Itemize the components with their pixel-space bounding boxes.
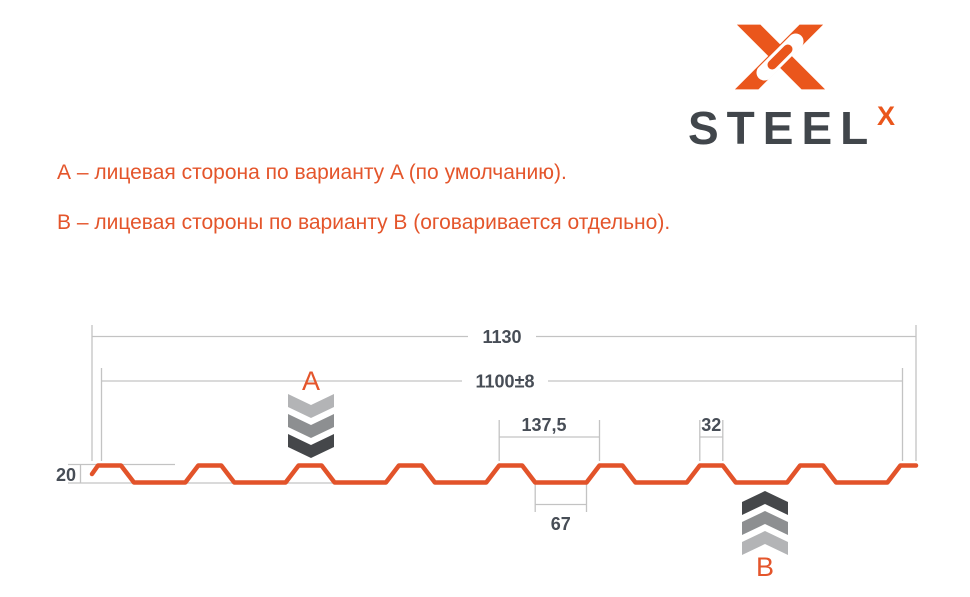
side-a-label: A: [302, 366, 320, 396]
dim-pitch-value: 137,5: [521, 415, 566, 435]
side-a-marker: A: [288, 366, 334, 458]
sheet-profile-outline: [89, 463, 919, 485]
dimension-valley: 67: [534, 484, 588, 534]
dimension-pitch: 137,5: [498, 415, 601, 461]
side-b-marker: B: [742, 491, 788, 582]
side-b-label: B: [756, 552, 774, 582]
dimension-overall-width: 1130: [91, 325, 917, 461]
dimension-cover-width: 1100±8: [100, 368, 904, 461]
chevrons-up-icon: [742, 491, 788, 555]
brand-superscript-x: X: [877, 101, 896, 131]
note-variant-a: А – лицевая сторона по варианту A (по ум…: [57, 161, 567, 184]
note-variant-b: В – лицевая стороны по варианту B (огова…: [57, 211, 671, 234]
steelx-logo-icon: [734, 24, 826, 90]
dim-height-value: 20: [56, 465, 76, 485]
dim-rib-top-value: 32: [701, 415, 721, 435]
chevrons-down-icon: [288, 394, 334, 458]
dim-valley-value: 67: [551, 514, 571, 534]
dim-overall-width-value: 1130: [482, 327, 521, 347]
dimension-rib-top: 32: [699, 415, 724, 461]
dim-cover-width-value: 1100±8: [476, 372, 535, 392]
brand-name: STEEL: [688, 102, 877, 154]
